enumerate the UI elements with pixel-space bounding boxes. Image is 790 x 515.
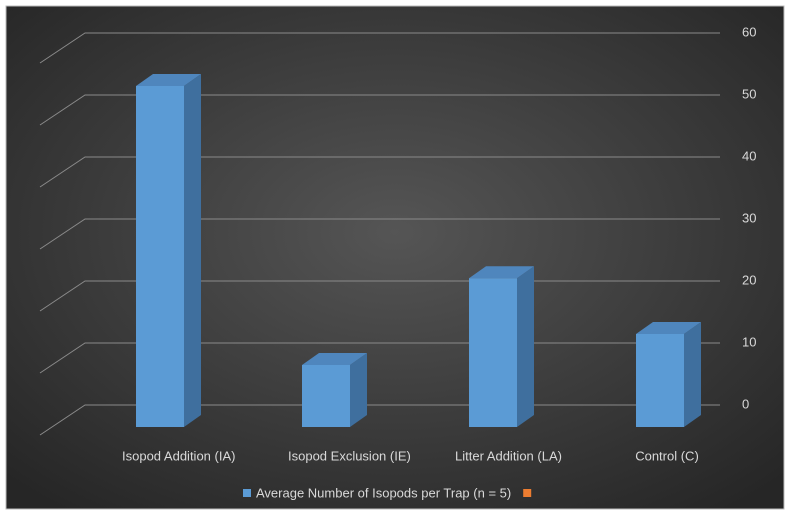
bar-top	[469, 266, 534, 279]
grid-line	[39, 94, 720, 126]
x-tick-label: Isopod Exclusion (IE)	[288, 448, 411, 463]
bar-top	[136, 74, 201, 86]
y-tick-label: 60	[742, 24, 756, 39]
bar-top	[302, 353, 367, 365]
y-tick-label: 50	[742, 86, 756, 101]
legend-swatch	[523, 489, 532, 497]
x-tick-label: Control (C)	[635, 448, 699, 463]
bar-top	[636, 322, 701, 334]
legend-label: Average Number of Isopods per Trap (n = …	[256, 485, 511, 500]
y-tick-label: 30	[742, 210, 756, 225]
bar-side	[350, 353, 367, 427]
bar-side	[684, 322, 701, 427]
legend-swatch	[243, 489, 251, 497]
y-tick-label: 0	[742, 396, 749, 411]
bar	[636, 334, 684, 427]
bar	[469, 278, 517, 427]
grid-line	[39, 32, 720, 64]
bar-side	[517, 266, 534, 427]
y-tick-label: 20	[742, 272, 756, 287]
y-tick-label: 40	[742, 148, 756, 163]
bar-side	[184, 74, 201, 427]
grid-line	[39, 218, 720, 250]
bar	[302, 365, 350, 427]
x-tick-label: Litter Addition (LA)	[455, 448, 562, 463]
x-tick-label: Isopod Addition (IA)	[122, 448, 235, 463]
chart-area	[5, 5, 785, 510]
bar	[136, 86, 184, 427]
grid-line	[39, 156, 720, 188]
y-tick-label: 10	[742, 334, 756, 349]
